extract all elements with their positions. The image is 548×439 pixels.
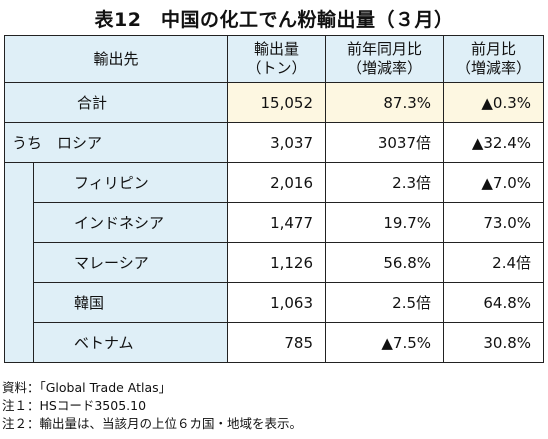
indent-spacer	[4, 282, 34, 323]
row-volume: 2,016	[227, 162, 327, 203]
footnotes: 資料：「Global Trade Atlas」 注１：HSコード3505.10 …	[2, 379, 302, 433]
header-row: 輸出先 輸出量 （トン） 前年同月比 （増減率） 前月比 （増減率）	[3, 35, 545, 83]
footnote-top-countries: 注２：輸出量は、当該月の上位６カ国・地域を表示。	[2, 416, 303, 431]
indent-spacer	[4, 242, 34, 283]
footnote-hs-code: 注１：HSコード3505.10	[2, 398, 147, 413]
header-yoy-line2: （増減率）	[347, 59, 423, 77]
row-volume: 3,037	[227, 122, 327, 163]
header-volume: 輸出量 （トン）	[227, 35, 327, 83]
row-yoy: 56.8%	[325, 242, 445, 283]
row-yoy: ▲7.5%	[325, 322, 445, 363]
row-yoy: 2.5倍	[325, 282, 445, 323]
row-volume: 1,063	[227, 282, 327, 323]
row-yoy: 19.7%	[325, 202, 445, 243]
header-volume-line1: 輸出量	[254, 40, 300, 58]
row-volume: 1,126	[227, 242, 327, 283]
table-row-vietnam: ベトナム 785 ▲7.5% 30.8%	[4, 322, 545, 363]
header-yoy: 前年同月比 （増減率）	[325, 35, 445, 83]
row-label: 合計	[3, 82, 229, 123]
row-label: 韓国	[32, 282, 229, 323]
row-mom: ▲0.3%	[443, 82, 545, 123]
row-label: ベトナム	[32, 322, 229, 363]
row-volume: 785	[227, 322, 327, 363]
table-row-korea: 韓国 1,063 2.5倍 64.8%	[4, 282, 545, 323]
header-volume-line2: （トン）	[246, 59, 307, 77]
row-mom: 73.0%	[443, 202, 545, 243]
header-destination: 輸出先	[3, 35, 229, 83]
row-label: うち ロシア	[3, 122, 229, 163]
row-mom: ▲32.4%	[443, 122, 545, 163]
row-mom: 64.8%	[443, 282, 545, 323]
row-label: フィリピン	[32, 162, 229, 203]
header-mom-line1: 前月比	[471, 40, 517, 58]
row-label: マレーシア	[32, 242, 229, 283]
table-row-philippines: フィリピン 2,016 2.3倍 ▲7.0%	[4, 162, 545, 203]
row-mom: 2.4倍	[443, 242, 545, 283]
table-row-indonesia: インドネシア 1,477 19.7% 73.0%	[4, 202, 545, 243]
header-mom-line2: （増減率）	[456, 59, 532, 77]
table-title: 表12 中国の化工でん粉輸出量（３月）	[94, 9, 454, 31]
row-yoy: 3037倍	[325, 122, 445, 163]
row-mom: 30.8%	[443, 322, 545, 363]
row-volume: 1,477	[227, 202, 327, 243]
table-row-total: 合計 15,052 87.3% ▲0.3%	[3, 82, 545, 123]
indent-spacer	[4, 322, 34, 363]
indent-spacer	[4, 202, 34, 243]
row-mom: ▲7.0%	[443, 162, 545, 203]
indent-spacer	[4, 162, 34, 203]
table-row-malaysia: マレーシア 1,126 56.8% 2.4倍	[4, 242, 545, 283]
footnote-source: 資料：「Global Trade Atlas」	[2, 380, 172, 395]
row-volume: 15,052	[227, 82, 327, 123]
row-label: インドネシア	[32, 202, 229, 243]
row-yoy: 87.3%	[325, 82, 445, 123]
header-yoy-line1: 前年同月比	[347, 40, 423, 58]
row-yoy: 2.3倍	[325, 162, 445, 203]
header-mom: 前月比 （増減率）	[443, 35, 545, 83]
export-table: 輸出先 輸出量 （トン） 前年同月比 （増減率） 前月比 （増減率） 合計 15…	[3, 35, 545, 363]
header-destination-label: 輸出先	[93, 49, 139, 68]
table-row-russia: うち ロシア 3,037 3037倍 ▲32.4%	[3, 122, 545, 163]
